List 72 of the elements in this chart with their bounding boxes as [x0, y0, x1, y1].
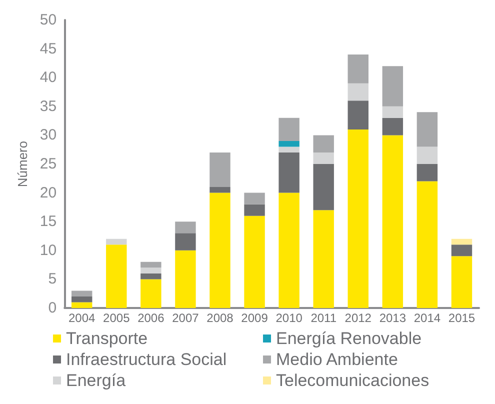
bar: [313, 135, 334, 152]
y-tick-label: 15: [40, 213, 57, 230]
legend-label: Telecomunicaciones: [276, 371, 430, 390]
bar: [416, 164, 438, 182]
x-tick-label: 2004: [68, 311, 96, 325]
bar: [382, 106, 404, 118]
y-tick-label: 0: [48, 300, 57, 316]
bar: [278, 140, 300, 147]
bar: [313, 152, 334, 164]
legend-label: Energía: [66, 371, 126, 390]
bar: [210, 187, 230, 193]
y-tick-label: 25: [40, 156, 57, 172]
bar: [382, 118, 404, 136]
bar: [210, 192, 230, 308]
bar: [348, 54, 368, 84]
bar: [210, 152, 230, 188]
bar: [175, 233, 196, 250]
bar: [313, 210, 334, 308]
x-tick-label: 2011: [310, 311, 337, 325]
x-tick-label: 2007: [172, 311, 200, 325]
bar: [175, 250, 196, 308]
bar: [71, 302, 92, 308]
x-tick-label: 2014: [414, 311, 441, 325]
bar: [278, 192, 300, 308]
x-tick-label: 2006: [138, 311, 165, 325]
legend-label: Medio Ambiente: [276, 350, 398, 369]
y-tick-label: 5: [48, 270, 57, 288]
bar: [140, 273, 162, 280]
x-tick-label: 2015: [448, 311, 476, 325]
y-tick-label: 45: [40, 40, 57, 58]
x-tick-label: 2008: [206, 311, 234, 325]
y-tick-label: 50: [40, 12, 57, 28]
bar: [278, 152, 300, 193]
x-tick-label: 2013: [379, 311, 406, 325]
bar: [106, 238, 127, 245]
bar: [278, 146, 300, 152]
bar: [71, 296, 92, 302]
bar: [416, 112, 438, 147]
bar: [451, 256, 472, 308]
y-tick-label: 20: [40, 184, 57, 202]
bar: [382, 135, 404, 308]
bar: [416, 181, 438, 308]
bar: [451, 238, 472, 245]
x-tick-label: 2005: [103, 311, 130, 325]
bar: [244, 192, 265, 204]
bar: [106, 244, 127, 308]
y-tick-label: 40: [40, 69, 57, 86]
bar: [313, 164, 334, 210]
x-tick-label: 2012: [344, 311, 372, 325]
bar: [278, 118, 300, 141]
bar: [382, 66, 404, 106]
x-tick-label: 2010: [276, 311, 303, 325]
bar: [451, 244, 472, 256]
bar: [244, 204, 265, 216]
y-tick-label: 10: [40, 242, 57, 259]
bar: [175, 222, 196, 234]
bar: [244, 216, 265, 308]
bar: [348, 83, 368, 101]
legend-label: Energía Renovable: [276, 329, 422, 348]
bar: [416, 146, 438, 164]
bar: [140, 279, 162, 308]
y-tick-label: 30: [40, 126, 57, 144]
bar: [348, 100, 368, 130]
y-axis-title: Número: [15, 140, 30, 188]
x-tick-label: 2009: [241, 311, 268, 325]
y-tick-label: 35: [40, 98, 57, 115]
legend-label: Infraestructura Social: [66, 350, 227, 369]
bar: [140, 268, 162, 274]
legend-label: Transporte: [66, 329, 148, 348]
bar: [348, 129, 368, 308]
bar: [71, 290, 92, 296]
bar: [140, 262, 162, 268]
